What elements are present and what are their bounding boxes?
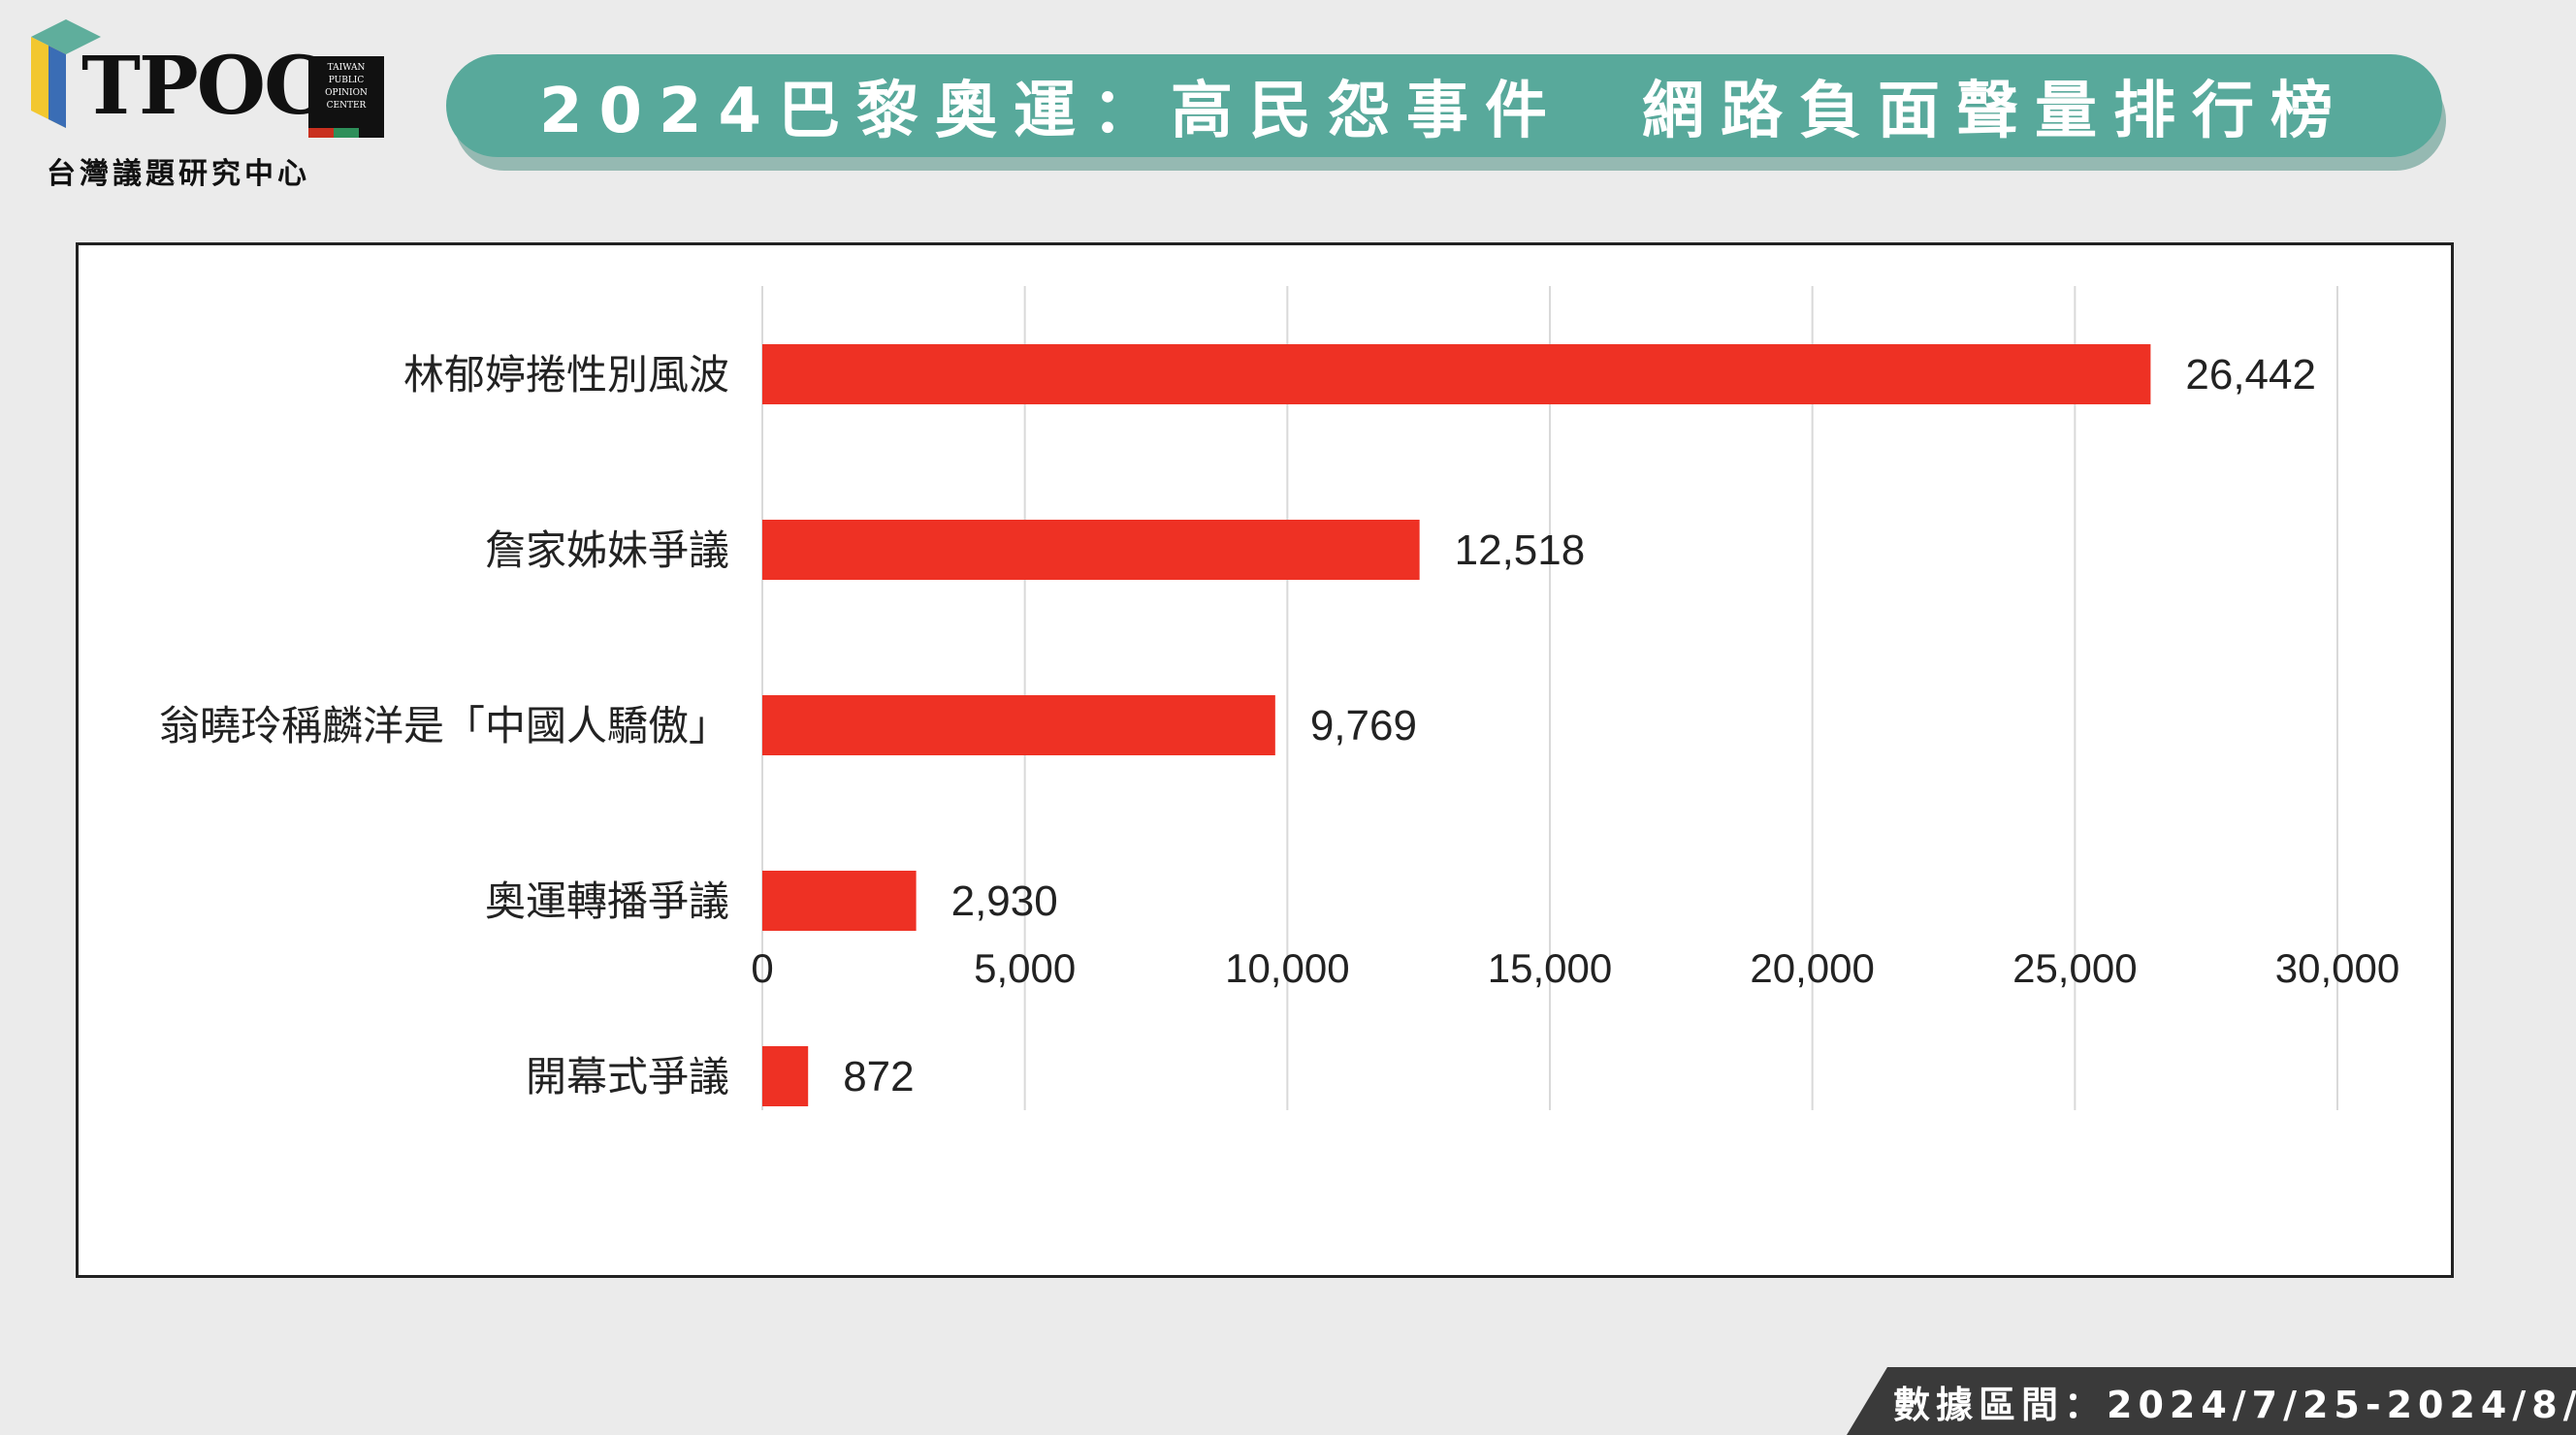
bar	[762, 344, 2151, 404]
value-label: 2,930	[951, 877, 1058, 925]
x-tick-label: 15,000	[1488, 945, 1612, 991]
bar	[762, 695, 1275, 755]
x-tick-label: 0	[751, 945, 773, 991]
value-label: 26,442	[2185, 351, 2316, 399]
category-label: 開幕式爭議	[526, 1053, 729, 1100]
logo-box-line: OPINION	[325, 88, 368, 98]
value-label: 12,518	[1455, 526, 1586, 574]
bar-chart: 0 5,000 10,000 15,000 20,000 25,000 30,000 林郁婷捲…	[159, 286, 2399, 1110]
logo-box-line: PUBLIC	[328, 76, 365, 85]
bar	[762, 871, 917, 931]
date-range-text: 數據區間：2024/7/25-2024/8/6	[1893, 1383, 2576, 1426]
bar	[762, 520, 1420, 580]
logo: TPOC TAIWAN PUBLIC OPINION CENTER 台灣議題研究…	[21, 14, 384, 191]
title-banner: 2024巴黎奧運：高民怨事件 網路負面聲量排行榜	[446, 54, 2442, 157]
category-label: 詹家姊妹爭議	[485, 526, 729, 574]
page-title: 2024巴黎奧運：高民怨事件 網路負面聲量排行榜	[538, 76, 2350, 147]
x-tick-label: 5,000	[974, 945, 1076, 991]
logo-box-line: TAIWAN	[327, 63, 366, 73]
value-label: 9,769	[1310, 702, 1417, 749]
bar	[762, 1046, 809, 1106]
logo-cube-icon	[31, 19, 101, 128]
x-tick-label: 10,000	[1225, 945, 1349, 991]
value-label: 872	[843, 1053, 914, 1100]
logo-box: TAIWAN PUBLIC OPINION CENTER	[308, 56, 384, 138]
category-label: 奧運轉播爭議	[485, 877, 729, 925]
date-range-footer: 數據區間：2024/7/25-2024/8/6	[1847, 1367, 2576, 1435]
logo-name: TPOC	[81, 40, 327, 133]
x-tick-label: 20,000	[1750, 945, 1874, 991]
x-tick-label: 30,000	[2275, 945, 2399, 991]
chart-panel: 0 5,000 10,000 15,000 20,000 25,000 30,000 林郁婷捲…	[76, 242, 2454, 1278]
logo-subtitle: 台灣議題研究中心	[47, 157, 310, 191]
logo-box-line: CENTER	[326, 101, 367, 111]
x-tick-label: 25,000	[2012, 945, 2137, 991]
logo-flag-green	[334, 128, 359, 138]
category-label: 林郁婷捲性別風波	[403, 351, 729, 399]
logo-flag-red	[308, 128, 334, 138]
category-label: 翁曉玲稱麟洋是「中國人驕傲」	[159, 702, 729, 749]
